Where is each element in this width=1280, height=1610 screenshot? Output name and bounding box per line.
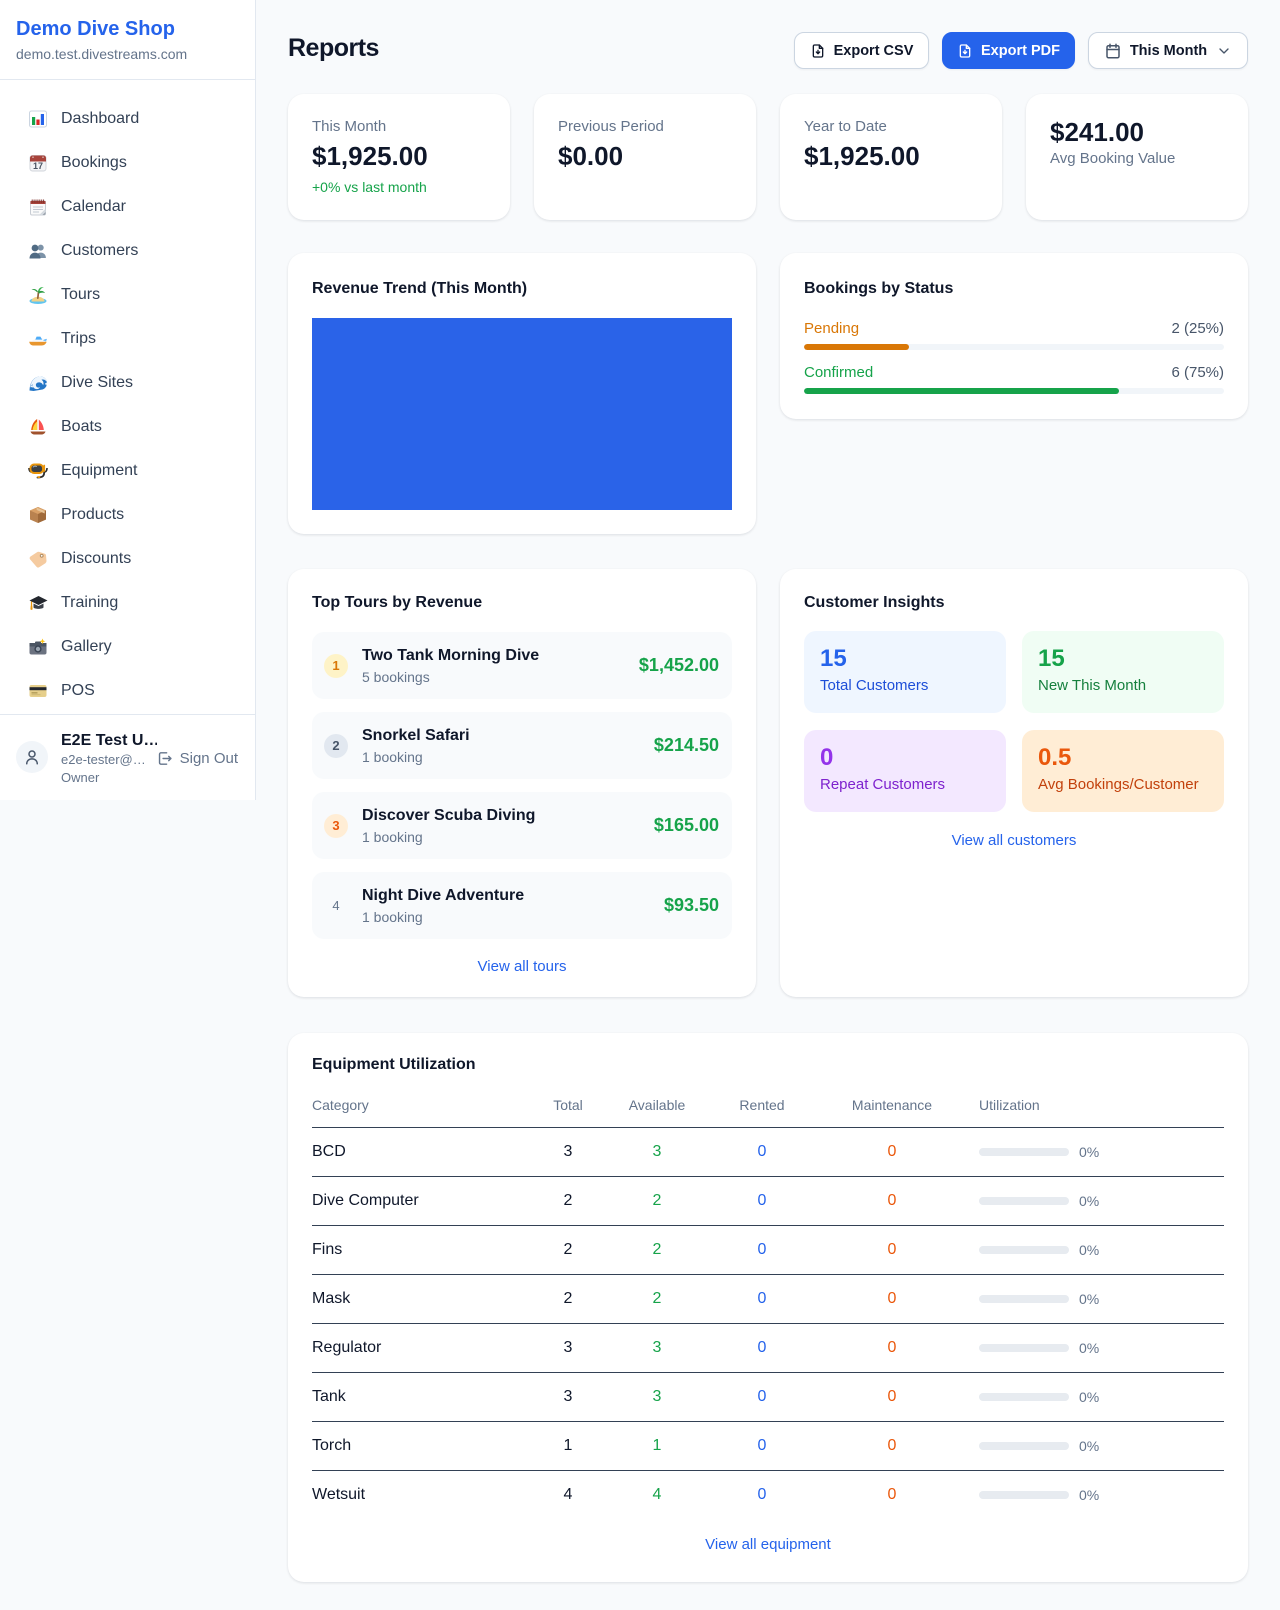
svg-text:17: 17 — [33, 161, 43, 171]
